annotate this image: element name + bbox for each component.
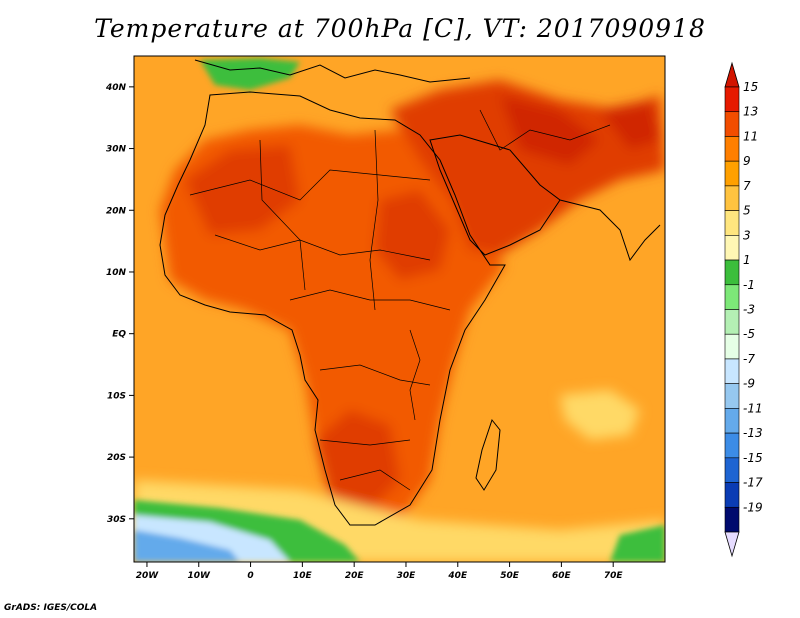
- iran-peak-region: [500, 95, 600, 165]
- coastlines: [159, 59, 661, 526]
- colorbar-swatch: [724, 457, 740, 483]
- y-axis-ticks: 40N 30N 20N 10N EQ 10S 20S 30S: [105, 83, 134, 525]
- x-axis-ticks: 20W 10W 0 10E 20E 30E 40E 50E 60E 70E: [136, 562, 624, 581]
- colorbar-swatch: [724, 408, 740, 434]
- asia-coastline: [559, 199, 661, 262]
- y-tick-label: 40N: [105, 83, 127, 93]
- southern-africa-hot-region: [315, 410, 400, 510]
- colorbar-label: 11: [743, 129, 758, 143]
- colorbar-label: -13: [743, 426, 763, 440]
- map-title: Temperature at 700hPa [C], VT: 201709091…: [94, 14, 706, 43]
- x-tick-label: 40E: [447, 571, 468, 581]
- x-tick-label: 60E: [552, 571, 572, 581]
- colorbar-swatch: [724, 136, 740, 162]
- colorbar-swatch: [724, 309, 740, 335]
- border-line: [319, 439, 411, 446]
- border-line: [479, 109, 611, 151]
- arabia-coastline: [429, 134, 561, 256]
- colorbar-swatch: [724, 259, 740, 286]
- colorbar-swatch: [724, 284, 740, 310]
- cold-field-shading: [134, 58, 665, 562]
- country-borders: [189, 109, 611, 491]
- colorbar-label: -11: [743, 401, 763, 415]
- sudan-hot-region: [375, 190, 450, 280]
- colorbar-label: -5: [743, 327, 755, 341]
- colorbar-swatch: [724, 210, 740, 236]
- border-line: [319, 364, 431, 386]
- colorbar-swatch: [724, 185, 740, 211]
- border-line: [369, 129, 379, 311]
- map-plot-area: [134, 56, 665, 562]
- border-line: [259, 139, 306, 291]
- colorbar-label: 1: [743, 253, 751, 267]
- colorbar-swatch: [724, 383, 740, 409]
- africa-coastline: [159, 91, 506, 526]
- colorbar-label: -17: [743, 476, 763, 490]
- colorbar-label: 9: [743, 154, 751, 168]
- x-tick-label: 10W: [188, 571, 212, 581]
- colorbar-label: -1: [743, 278, 755, 292]
- colorbar-label: 5: [743, 204, 751, 218]
- x-tick-label: 10E: [293, 571, 313, 581]
- colorbar-legend: 15 13 11 9 7 5 3 1 -1 -3 -5 -7 -9 -11 -13 -15 -17 -19: [724, 61, 763, 558]
- indian-ocean-cool-region: [560, 390, 640, 440]
- grads-credit: GrADS: IGES/COLA: [4, 603, 98, 613]
- colorbar-label: 7: [743, 179, 751, 193]
- colorbar-bottom-arrow: [724, 531, 740, 558]
- border-line: [189, 169, 431, 201]
- x-tick-label: 20E: [345, 571, 365, 581]
- sahara-hot-region: [185, 145, 300, 235]
- x-tick-label: 50E: [500, 571, 520, 581]
- colorbar-swatch: [724, 111, 740, 137]
- x-tick-label: 0: [247, 571, 253, 581]
- y-tick-label: 20S: [107, 453, 126, 463]
- y-tick-label: 30S: [107, 515, 126, 525]
- y-tick-label: 10S: [107, 391, 126, 401]
- x-tick-label: 20W: [136, 571, 160, 581]
- south-atlantic-coldest-region: [134, 530, 240, 562]
- y-tick-label: 30N: [106, 145, 127, 155]
- colorbar-label: -19: [743, 500, 763, 514]
- colorbar-label: 13: [743, 105, 758, 119]
- border-line: [214, 234, 431, 261]
- europe-coastline: [194, 59, 471, 83]
- colorbar-swatch: [724, 358, 740, 384]
- colorbar-swatch: [724, 160, 740, 187]
- border-line: [339, 469, 411, 491]
- border-line: [409, 329, 421, 421]
- temperature-field-shading: [134, 80, 665, 562]
- x-tick-label: 30E: [397, 571, 417, 581]
- y-tick-label: 20N: [106, 206, 127, 216]
- border-line: [289, 289, 451, 311]
- colorbar-swatch: [724, 506, 740, 533]
- colorbar-swatch: [724, 235, 740, 261]
- madagascar-coastline: [475, 418, 501, 491]
- y-tick-label: 10N: [106, 268, 127, 278]
- mediterranean-cold-region: [200, 58, 300, 90]
- colorbar-swatch: [724, 482, 740, 508]
- colorbar-label: 3: [743, 228, 751, 242]
- colorbar-label: -7: [743, 352, 755, 366]
- colorbar-top-arrow: [724, 61, 740, 88]
- colorbar-label: -9: [743, 377, 755, 391]
- arabia-hot-region: [390, 80, 665, 255]
- y-tick-label: EQ: [112, 330, 126, 340]
- pakistan-peak-region: [600, 100, 660, 150]
- colorbar-swatch: [724, 333, 740, 360]
- colorbar-label: -15: [743, 451, 763, 465]
- x-tick-label: 70E: [604, 571, 624, 581]
- colorbar-label: 15: [743, 80, 758, 94]
- map-frame: [133, 55, 666, 563]
- colorbar-swatch: [724, 432, 740, 459]
- colorbar-swatch: [724, 86, 740, 113]
- colorbar-label: -3: [743, 303, 755, 317]
- southeast-cold-region: [610, 525, 665, 562]
